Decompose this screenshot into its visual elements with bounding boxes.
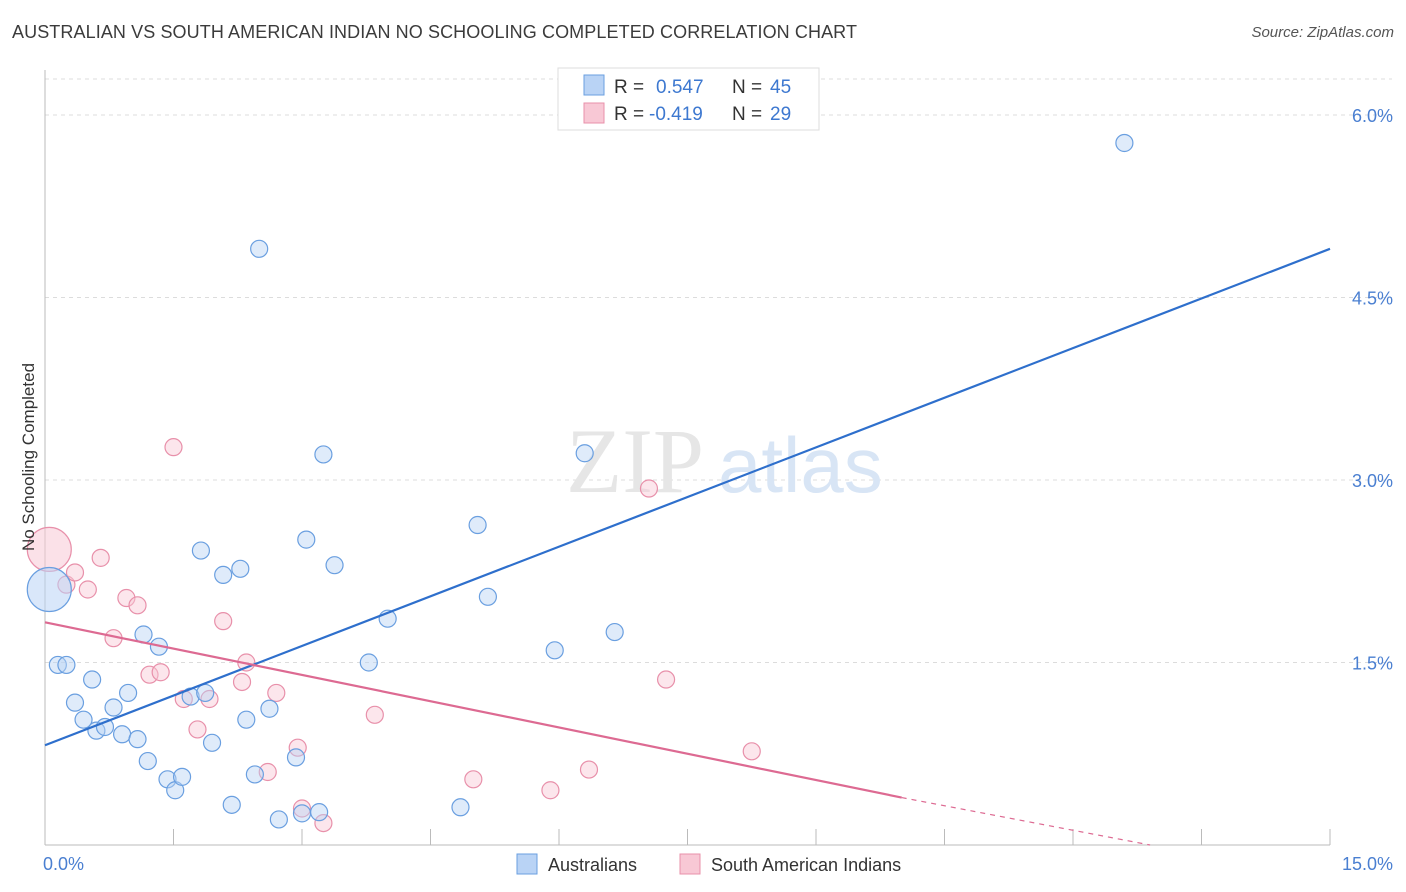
y-tick-label: 4.5% xyxy=(1352,289,1393,309)
australian-point xyxy=(65,693,85,712)
y-tick-label: 6.0% xyxy=(1352,106,1393,126)
australian-point xyxy=(191,541,211,560)
grid-lines xyxy=(45,78,1392,663)
australian-point xyxy=(112,725,132,744)
y-tick-label: 3.0% xyxy=(1352,471,1393,491)
source-label: Source: ZipAtlas.com xyxy=(1251,24,1394,41)
sai-trend-line xyxy=(44,621,902,799)
sai-point xyxy=(314,813,333,833)
axes xyxy=(44,70,1331,846)
stats-swatch-sai xyxy=(583,102,605,124)
sai-point xyxy=(579,760,599,779)
watermark: ZIP atlas xyxy=(566,410,883,512)
australian-point xyxy=(104,698,123,717)
stats-n-value-sai: 29 xyxy=(770,104,791,125)
stats-r-value-australians: 0.547 xyxy=(656,77,704,98)
stats-n-label-australians: N = xyxy=(732,77,762,98)
australian-point xyxy=(26,566,72,613)
x-tick-label-max: 15.0% xyxy=(1342,854,1393,874)
australian-point xyxy=(202,733,222,752)
australian-point xyxy=(545,641,564,660)
australian-point xyxy=(1115,133,1134,153)
series-legend: Australians South American Indians xyxy=(516,853,901,875)
sai-point xyxy=(214,612,233,631)
australian-point xyxy=(575,444,594,463)
australian-point xyxy=(118,683,138,703)
sai-point xyxy=(78,580,97,599)
australian-point xyxy=(83,670,102,689)
sai-point xyxy=(140,665,159,684)
australian-point xyxy=(310,803,329,822)
sai-point xyxy=(128,596,147,615)
sai-points xyxy=(26,438,761,833)
australian-point xyxy=(214,565,233,585)
australian-point xyxy=(260,699,279,718)
australian-point xyxy=(57,655,76,675)
sai-point xyxy=(91,548,110,567)
australian-point xyxy=(314,445,333,464)
australian-point xyxy=(286,748,306,767)
x-tick-label-min: 0.0% xyxy=(43,854,84,874)
sai-point xyxy=(541,781,560,800)
australian-point xyxy=(451,798,470,817)
australian-point xyxy=(468,515,487,535)
sai-point xyxy=(267,683,286,703)
australian-point xyxy=(138,751,157,771)
australian-point xyxy=(325,556,344,575)
y-axis-label: No Schooling Completed xyxy=(19,363,38,551)
legend-swatch-australians xyxy=(516,853,538,875)
watermark-atlas: atlas xyxy=(718,421,883,509)
australian-point xyxy=(128,730,147,749)
australian-point xyxy=(359,653,378,672)
legend-swatch-sai xyxy=(679,853,701,875)
chart-title: AUSTRALIAN VS SOUTH AMERICAN INDIAN NO S… xyxy=(12,22,858,42)
sai-point xyxy=(292,799,312,818)
x-tick-labels: 0.0% 15.0% xyxy=(43,854,1393,874)
australian-point xyxy=(297,530,316,549)
australian-point xyxy=(292,804,312,823)
stats-n-label-sai: N = xyxy=(732,104,762,125)
sai-point xyxy=(232,672,252,692)
sai-trend-extension xyxy=(901,796,1151,846)
y-tick-labels: 1.5% 3.0% 4.5% 6.0% xyxy=(1352,106,1393,674)
australian-trend-line xyxy=(44,247,1331,747)
sai-point xyxy=(742,742,761,761)
trend-lines xyxy=(44,247,1331,846)
australian-point xyxy=(237,710,256,729)
stats-swatch-australians xyxy=(583,74,605,96)
sai-point xyxy=(65,563,85,582)
stats-r-label-sai: R = xyxy=(614,104,644,125)
sai-point xyxy=(639,479,659,498)
australian-point xyxy=(231,559,250,578)
stats-r-value-sai: -0.419 xyxy=(649,104,703,125)
australian-point xyxy=(172,767,192,786)
australian-point xyxy=(250,239,269,258)
australian-point xyxy=(245,765,264,784)
stats-r-label-australians: R = xyxy=(614,77,644,98)
y-tick-label: 1.5% xyxy=(1352,654,1393,674)
sai-point xyxy=(117,588,136,608)
sai-point xyxy=(151,663,170,682)
australian-point xyxy=(478,587,497,606)
stats-n-value-australians: 45 xyxy=(770,77,791,98)
stats-legend: R = 0.547 N = 45 R = -0.419 N = 29 xyxy=(557,67,820,131)
australian-point xyxy=(605,622,624,642)
australian-point xyxy=(222,795,241,814)
australian-points xyxy=(26,133,1134,829)
australian-point xyxy=(74,710,93,729)
sai-point xyxy=(188,720,207,739)
legend-label-australians: Australians xyxy=(548,855,637,875)
australian-point xyxy=(196,683,215,703)
sai-point xyxy=(365,705,384,724)
australian-point xyxy=(269,810,288,829)
sai-point xyxy=(464,770,483,789)
sai-point xyxy=(656,670,676,689)
legend-label-sai: South American Indians xyxy=(711,855,901,875)
sai-point xyxy=(164,438,183,457)
